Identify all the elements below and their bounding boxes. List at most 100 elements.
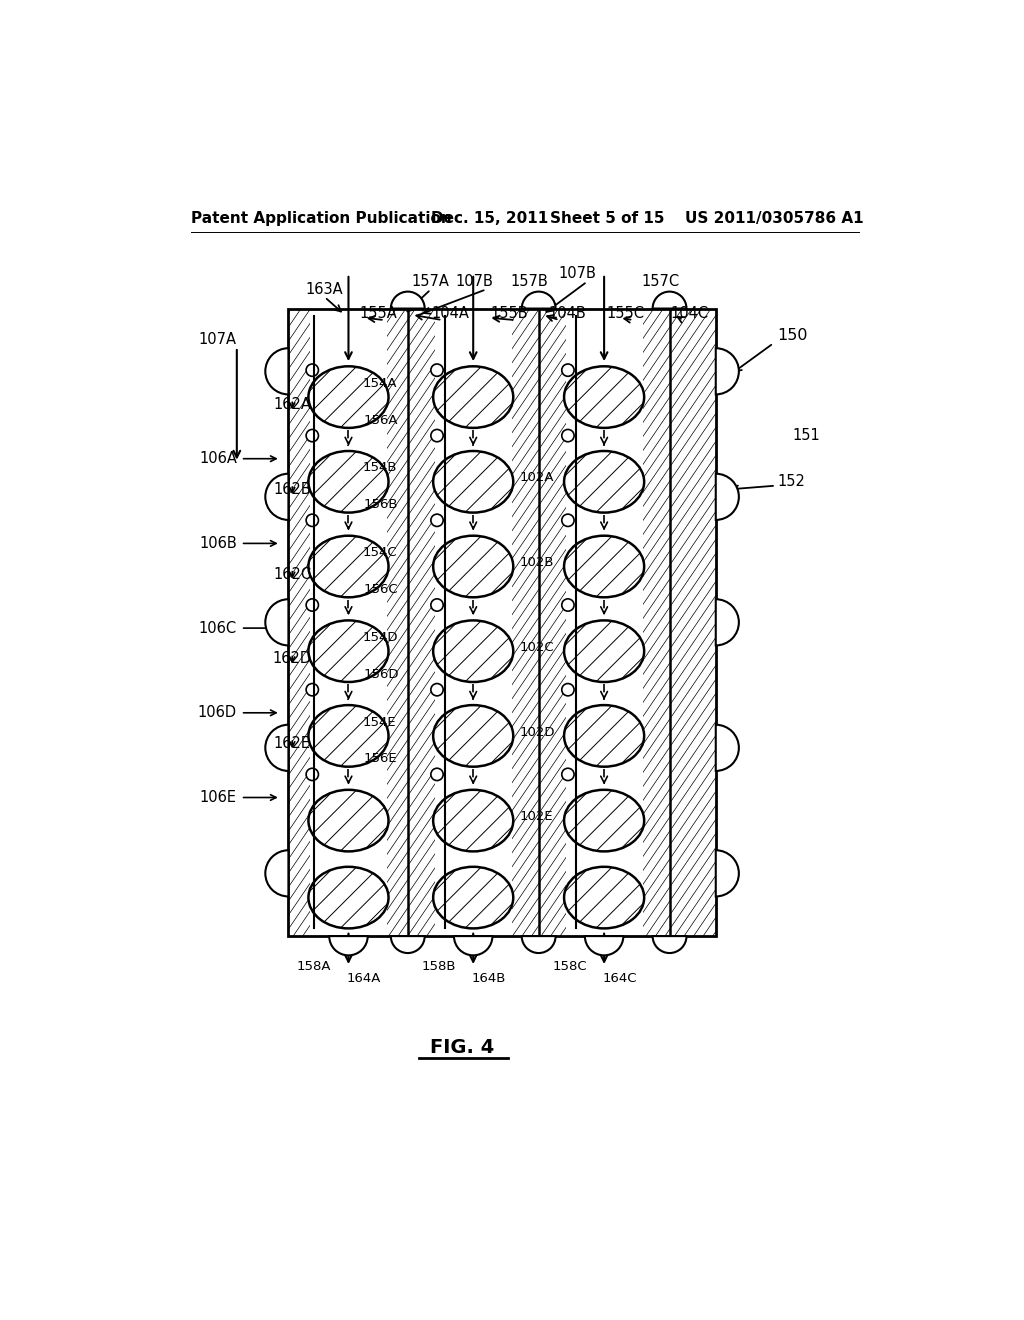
Text: 162E: 162E xyxy=(273,737,310,751)
Wedge shape xyxy=(716,474,739,520)
Ellipse shape xyxy=(308,536,388,597)
Text: 156E: 156E xyxy=(364,752,397,766)
Circle shape xyxy=(562,599,574,611)
Circle shape xyxy=(562,429,574,442)
Text: 102E: 102E xyxy=(519,810,553,824)
Ellipse shape xyxy=(308,451,388,512)
Text: 107B: 107B xyxy=(456,275,494,289)
Ellipse shape xyxy=(308,367,388,428)
Text: 162D: 162D xyxy=(272,651,312,667)
Wedge shape xyxy=(265,850,289,896)
Text: 155A: 155A xyxy=(359,306,397,322)
Wedge shape xyxy=(716,348,739,395)
Wedge shape xyxy=(265,599,289,645)
Text: FIG. 4: FIG. 4 xyxy=(429,1039,494,1057)
Circle shape xyxy=(306,429,318,442)
Circle shape xyxy=(306,515,318,527)
Circle shape xyxy=(431,515,443,527)
Text: 106A: 106A xyxy=(199,451,237,466)
Text: 154B: 154B xyxy=(362,462,397,474)
Text: 106E: 106E xyxy=(200,789,237,805)
Wedge shape xyxy=(391,292,425,309)
Ellipse shape xyxy=(433,367,513,428)
Circle shape xyxy=(306,599,318,611)
Text: 106C: 106C xyxy=(199,620,237,636)
Bar xyxy=(289,309,716,936)
Text: 107B: 107B xyxy=(558,267,596,281)
Text: 162C: 162C xyxy=(273,566,311,582)
Text: 158B: 158B xyxy=(421,961,456,973)
Wedge shape xyxy=(521,936,556,953)
Circle shape xyxy=(431,364,443,376)
Text: 107A: 107A xyxy=(199,331,237,347)
Wedge shape xyxy=(330,936,368,956)
Wedge shape xyxy=(716,725,739,771)
Wedge shape xyxy=(652,292,686,309)
Text: 152: 152 xyxy=(777,474,805,490)
Ellipse shape xyxy=(564,705,644,767)
Circle shape xyxy=(562,515,574,527)
Text: 157A: 157A xyxy=(412,275,450,289)
Text: 162B: 162B xyxy=(273,482,311,498)
Ellipse shape xyxy=(433,536,513,597)
Text: Dec. 15, 2011: Dec. 15, 2011 xyxy=(431,211,548,226)
Text: 162A: 162A xyxy=(273,397,311,412)
Circle shape xyxy=(306,684,318,696)
Text: 106D: 106D xyxy=(198,705,237,721)
Text: 156B: 156B xyxy=(364,499,398,511)
Wedge shape xyxy=(716,850,739,896)
Circle shape xyxy=(431,599,443,611)
Text: 102D: 102D xyxy=(519,726,555,739)
Circle shape xyxy=(431,684,443,696)
Circle shape xyxy=(306,364,318,376)
Ellipse shape xyxy=(308,867,388,928)
Text: Patent Application Publication: Patent Application Publication xyxy=(190,211,452,226)
Ellipse shape xyxy=(433,451,513,512)
Ellipse shape xyxy=(564,536,644,597)
Text: 106B: 106B xyxy=(199,536,237,550)
Ellipse shape xyxy=(564,867,644,928)
Ellipse shape xyxy=(308,620,388,682)
Circle shape xyxy=(306,768,318,780)
Ellipse shape xyxy=(564,620,644,682)
Text: 154A: 154A xyxy=(362,376,397,389)
Bar xyxy=(565,309,643,936)
Wedge shape xyxy=(585,936,624,956)
Wedge shape xyxy=(652,936,686,953)
Text: 154C: 154C xyxy=(362,546,397,560)
Circle shape xyxy=(431,429,443,442)
Ellipse shape xyxy=(433,867,513,928)
Circle shape xyxy=(562,684,574,696)
Text: 158C: 158C xyxy=(552,961,587,973)
Ellipse shape xyxy=(308,705,388,767)
Wedge shape xyxy=(454,936,493,956)
Circle shape xyxy=(562,768,574,780)
Text: 163A: 163A xyxy=(306,281,343,297)
Text: 158A: 158A xyxy=(297,961,331,973)
Text: 164B: 164B xyxy=(471,972,506,985)
Bar xyxy=(289,309,716,936)
Wedge shape xyxy=(521,292,556,309)
Text: 155C: 155C xyxy=(606,306,645,322)
Bar xyxy=(310,309,387,936)
Ellipse shape xyxy=(308,789,388,851)
Wedge shape xyxy=(265,474,289,520)
Text: 156D: 156D xyxy=(364,668,399,681)
Text: 102B: 102B xyxy=(519,556,554,569)
Text: Sheet 5 of 15: Sheet 5 of 15 xyxy=(550,211,665,226)
Wedge shape xyxy=(716,599,739,645)
Ellipse shape xyxy=(433,789,513,851)
Wedge shape xyxy=(265,348,289,395)
Circle shape xyxy=(431,768,443,780)
Wedge shape xyxy=(391,936,425,953)
Ellipse shape xyxy=(564,451,644,512)
Text: 156C: 156C xyxy=(364,583,398,597)
Text: 104C: 104C xyxy=(671,306,709,322)
Text: 157B: 157B xyxy=(511,275,548,289)
Text: 104B: 104B xyxy=(548,306,586,322)
Ellipse shape xyxy=(564,789,644,851)
Text: 156A: 156A xyxy=(364,413,398,426)
Text: 102A: 102A xyxy=(519,471,554,484)
Text: 154D: 154D xyxy=(362,631,398,644)
Text: 104A: 104A xyxy=(431,306,469,322)
